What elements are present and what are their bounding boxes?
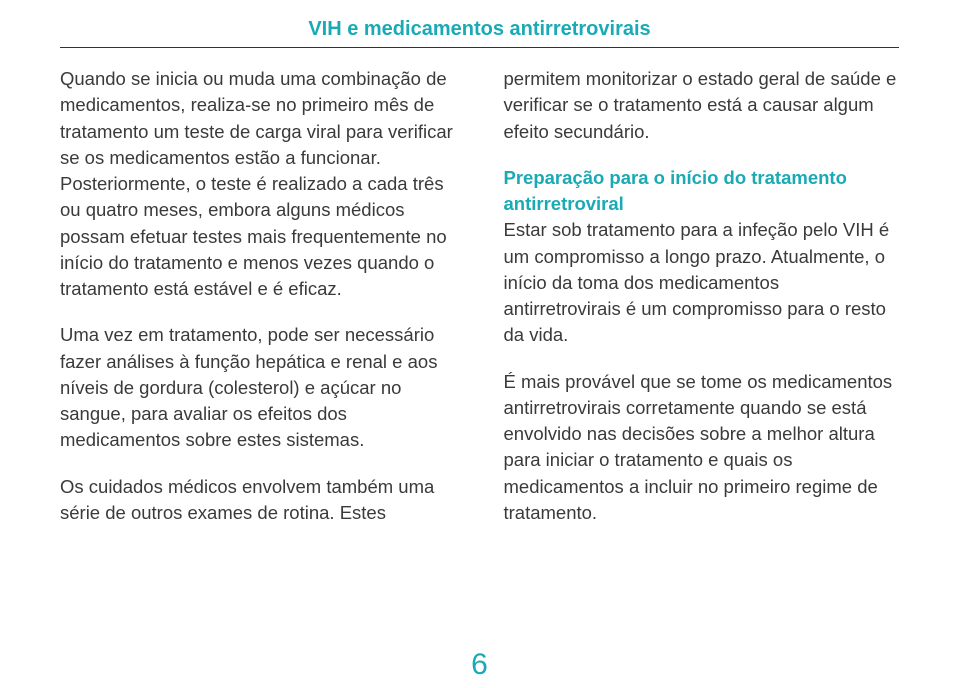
two-column-layout: Quando se inicia ou muda uma combinação … [60,66,899,546]
body-paragraph: permitem monitorizar o estado geral de s… [504,66,900,145]
left-column: Quando se inicia ou muda uma combinação … [60,66,456,546]
body-paragraph: Os cuidados médicos envolvem também uma … [60,474,456,527]
body-paragraph: Uma vez em tratamento, pode ser necessár… [60,322,456,453]
body-paragraph: Quando se inicia ou muda uma combinação … [60,66,456,302]
page-number: 6 [471,648,488,682]
page-title: VIH e medicamentos antirretrovirais [308,18,650,41]
body-text: Estar sob tratamento para a infeção pelo… [504,219,890,345]
header-rule [60,47,899,48]
page-header: VIH e medicamentos antirretrovirais [60,18,899,41]
section-subheading: Preparação para o início do tratamento a… [504,167,847,214]
body-paragraph: É mais provável que se tome os medicamen… [504,369,900,527]
body-paragraph: Preparação para o início do tratamento a… [504,165,900,349]
right-column: permitem monitorizar o estado geral de s… [504,66,900,546]
